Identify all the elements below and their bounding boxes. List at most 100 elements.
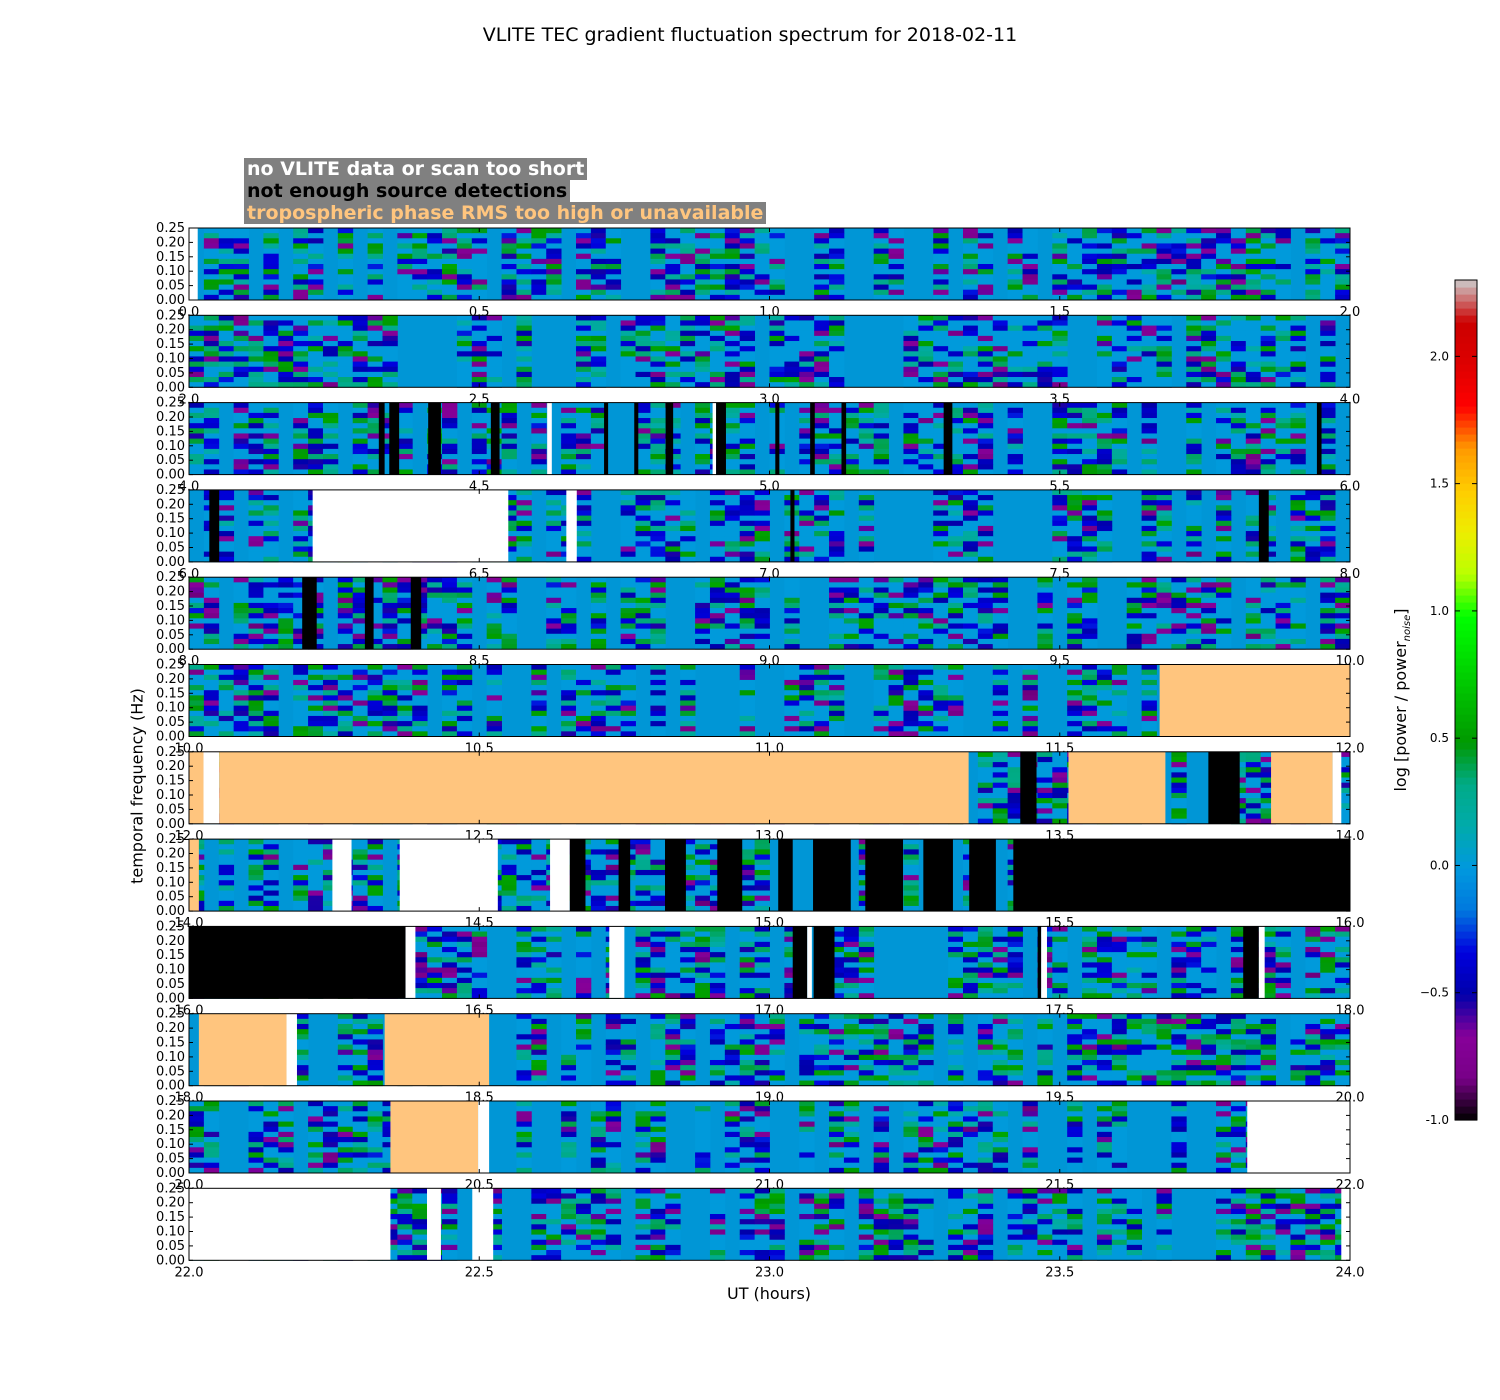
y-tick-label-11-1: 0.05 [156,1239,185,1254]
overlay-no_data-11-3 [1341,1188,1350,1261]
y-tick-label-4-4: 0.20 [156,585,185,600]
y-tick-label-11-0: 0.00 [156,1253,185,1268]
overlay-few_sources-4-1 [364,577,374,650]
y-tick-label-9-4: 0.20 [156,1021,185,1036]
y-tick-label-9-1: 0.05 [156,1064,185,1079]
overlay-few_sources-7-7 [717,839,743,912]
y-tick-label-10-1: 0.05 [156,1152,185,1167]
y-tick-label-0-5: 0.25 [156,221,185,236]
overlay-few_sources-7-8 [778,839,793,912]
legend-no-data: no VLITE data or scan too short [244,158,588,180]
colorbar-tick-label-3: 0.5 [1430,731,1449,745]
overlay-tropo-9-2 [384,1013,490,1086]
y-tick-label-11-4: 0.20 [156,1196,185,1211]
overlay-few_sources-6-3 [1020,751,1037,824]
overlay-no_data-8-7 [1041,926,1047,999]
y-tick-label-7-2: 0.10 [156,875,185,890]
overlay-few_sources-3-3 [790,489,795,562]
y-tick-label-5-3: 0.15 [156,686,185,701]
legend-few-sources: not enough source detections [244,180,571,202]
y-tick-label-4-1: 0.05 [156,628,185,643]
overlay-few_sources-6-5 [1208,751,1240,824]
overlay-no_data-11-0 [189,1188,391,1261]
overlay-few_sources-7-6 [665,839,686,912]
overlay-few_sources-8-3 [792,926,808,999]
y-tick-label-6-5: 0.25 [156,745,185,760]
colorbar-tick-label-4: 1.0 [1430,604,1449,618]
overlay-no_data-8-1 [405,926,416,999]
overlay-few_sources-2-10 [775,402,780,475]
overlay-few_sources-4-0 [302,577,317,650]
overlay-tropo-6-2 [219,751,969,824]
y-tick-label-1-3: 0.15 [156,337,185,352]
overlay-few_sources-2-7 [665,402,674,475]
y-tick-label-3-5: 0.25 [156,483,185,498]
overlay-few_sources-2-0 [378,402,385,475]
y-tick-label-7-0: 0.00 [156,904,185,919]
panel-0: 0.000.050.100.150.200.250.0 0.5 1.0 1.5 2.0 [156,221,1360,320]
x-tick-label-11-3: 23.5 [1045,1265,1074,1280]
overlay-no_data-7-1 [332,839,352,912]
y-tick-label-3-4: 0.20 [156,497,185,512]
panel-11: 0.000.050.100.150.200.25 22.0 22.5 23.0 23.5… [156,1181,1364,1280]
overlay-no_data-7-2 [399,839,498,912]
overlay-no_data-2-8 [712,402,717,475]
overlay-few_sources-7-12 [969,839,996,912]
overlay-no_data-7-3 [550,839,570,912]
y-tick-label-11-5: 0.25 [156,1181,185,1196]
x-tick-label-11-1: 22.5 [465,1265,494,1280]
panel-1: 0.000.050.100.150.200.252.0 2.5 3.0 3.5 4.0 [156,308,1360,407]
y-tick-label-2-3: 0.15 [156,424,185,439]
y-tick-label-4-3: 0.15 [156,599,185,614]
y-tick-label-6-2: 0.10 [156,788,185,803]
y-tick-label-8-2: 0.10 [156,963,185,978]
y-tick-label-11-2: 0.10 [156,1225,185,1240]
overlay-tropo-5-0 [1159,664,1350,737]
y-tick-label-2-0: 0.00 [156,468,185,483]
y-tick-label-0-4: 0.20 [156,235,185,250]
y-tick-label-9-0: 0.00 [156,1079,185,1094]
y-tick-label-10-4: 0.20 [156,1108,185,1123]
overlay-tropo-6-4 [1068,751,1166,824]
overlay-no_data-10-1 [478,1101,490,1173]
y-tick-label-3-3: 0.15 [156,512,185,527]
x-tick-label-11-2: 23.0 [755,1265,784,1280]
overlay-no_data-0-0 [189,228,198,300]
overlay-tropo-7-0 [189,839,199,912]
y-tick-label-10-3: 0.15 [156,1123,185,1138]
y-tick-label-11-3: 0.15 [156,1210,185,1225]
y-tick-label-0-0: 0.00 [156,293,185,308]
overlay-no_data-9-1 [286,1013,297,1086]
y-tick-label-3-0: 0.00 [156,555,185,570]
overlay-few_sources-7-4 [569,839,586,912]
x-tick-label-11-4: 24.0 [1336,1265,1365,1280]
y-tick-label-5-0: 0.00 [156,730,185,745]
overlay-few_sources-7-5 [618,839,631,912]
overlay-no_data-11-2 [472,1188,494,1261]
overlay-tropo-10-0 [390,1101,479,1173]
y-tick-label-1-0: 0.00 [156,380,185,395]
overlay-few_sources-8-6 [1037,926,1042,999]
overlay-no_data-11-1 [427,1188,441,1261]
y-tick-label-9-2: 0.10 [156,1050,185,1065]
overlay-no_data-2-4 [547,402,552,475]
y-tick-label-8-4: 0.20 [156,934,185,949]
overlay-no_data-6-7 [1332,751,1342,824]
overlay-tropo-9-0 [198,1013,287,1086]
y-tick-label-2-2: 0.10 [156,439,185,454]
overlay-few_sources-2-12 [841,402,847,475]
y-tick-label-8-0: 0.00 [156,991,185,1006]
y-tick-label-2-1: 0.05 [156,453,185,468]
y-tick-label-9-3: 0.15 [156,1036,185,1051]
colorbar-tick-label-5: 1.5 [1430,477,1449,491]
y-tick-label-0-2: 0.10 [156,264,185,279]
overlay-no_data-3-1 [312,489,509,562]
panel-2: 0.000.050.100.150.200.254.0 4.5 5.0 5.5 6.0 [156,396,1360,495]
overlay-no_data-3-2 [566,489,577,562]
overlay-few_sources-3-0 [209,489,220,562]
y-tick-label-5-1: 0.05 [156,715,185,730]
